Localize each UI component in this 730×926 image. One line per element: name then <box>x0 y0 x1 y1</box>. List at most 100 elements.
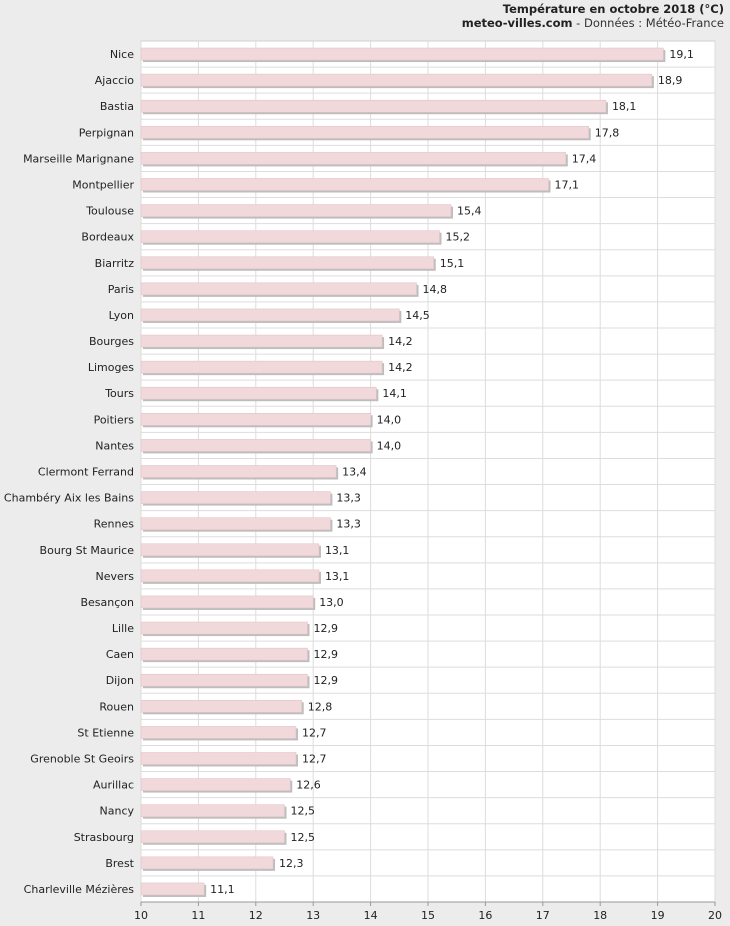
bar <box>140 360 383 374</box>
x-tick-label: 15 <box>421 909 435 922</box>
category-label: Toulouse <box>85 205 134 218</box>
category-label: Aurillac <box>93 779 134 792</box>
bar <box>140 413 371 426</box>
source-site-link[interactable]: meteo-villes.com <box>461 16 573 30</box>
bar <box>140 595 314 609</box>
bar <box>140 439 371 452</box>
bar-value-label: 14,1 <box>382 387 407 400</box>
bar-value-label: 13,4 <box>342 466 367 479</box>
bar <box>140 152 567 165</box>
bar <box>140 47 664 61</box>
bar-value-label: 15,4 <box>457 205 482 218</box>
bar-value-label: 14,5 <box>405 309 430 322</box>
bar-value-label: 12,9 <box>313 648 338 661</box>
bar-value-label: 18,1 <box>612 100 637 113</box>
category-label: Besançon <box>80 596 134 609</box>
category-label: Paris <box>108 283 134 296</box>
bar-value-label: 12,8 <box>308 700 333 713</box>
data-source-text: - Données : Météo-France <box>572 16 724 30</box>
category-label: Nantes <box>95 439 134 452</box>
bar-value-label: 12,5 <box>291 805 316 818</box>
bar-value-label: 14,2 <box>388 335 413 348</box>
category-label: Limoges <box>88 361 134 374</box>
bar-value-label: 14,0 <box>377 439 402 452</box>
bar <box>140 178 549 191</box>
category-label: Charleville Mézières <box>24 883 135 896</box>
x-tick-label: 17 <box>536 909 550 922</box>
chart-header: Température en octobre 2018 (°C) meteo-v… <box>462 2 724 30</box>
bar <box>140 752 297 765</box>
x-tick-label: 18 <box>593 909 607 922</box>
x-tick-label: 14 <box>364 909 378 922</box>
category-label: Chambéry Aix les Bains <box>4 492 134 505</box>
chart-title: Température en octobre 2018 (°C) <box>502 2 724 16</box>
x-tick-label: 12 <box>249 909 263 922</box>
category-label: Brest <box>105 857 134 870</box>
bar-value-label: 12,9 <box>313 622 338 635</box>
bar-value-label: 11,1 <box>210 883 235 896</box>
bar <box>140 126 590 139</box>
bar <box>140 882 205 896</box>
category-label: Ajaccio <box>95 74 134 87</box>
bar <box>140 256 435 270</box>
category-label: Poitiers <box>94 413 135 426</box>
category-label: Biarritz <box>95 257 135 270</box>
x-tick-label: 13 <box>306 909 320 922</box>
bar-value-label: 12,9 <box>313 674 338 687</box>
bar <box>140 726 297 739</box>
category-label: Caen <box>106 648 134 661</box>
category-label: Grenoble St Geoirs <box>30 753 134 766</box>
category-label: Perpignan <box>79 126 134 139</box>
bar-value-label: 15,1 <box>440 257 465 270</box>
bar-value-label: 15,2 <box>445 231 470 244</box>
category-label: Clermont Ferrand <box>38 466 134 479</box>
bar <box>140 804 285 817</box>
bar-value-label: 13,3 <box>336 518 361 531</box>
bar-value-label: 12,3 <box>279 857 304 870</box>
category-label: Montpellier <box>72 179 134 192</box>
bar <box>140 99 607 113</box>
category-label: Bourges <box>89 335 134 348</box>
category-label: Rouen <box>99 700 134 713</box>
bar <box>140 73 653 87</box>
category-label: Nice <box>110 48 134 61</box>
bar <box>140 308 400 322</box>
bar-value-label: 13,1 <box>325 544 350 557</box>
bar-value-label: 14,2 <box>388 361 413 374</box>
category-label: Dijon <box>106 674 134 687</box>
bar <box>140 569 320 583</box>
bar <box>140 230 440 243</box>
x-tick-label: 20 <box>708 909 722 922</box>
bar-value-label: 17,8 <box>595 126 620 139</box>
x-tick-label: 11 <box>191 909 205 922</box>
category-label: St Etienne <box>77 726 134 739</box>
bar-value-label: 12,6 <box>296 779 321 792</box>
bar-value-label: 13,3 <box>336 492 361 505</box>
category-label: Lyon <box>109 309 134 322</box>
category-label: Bastia <box>100 100 134 113</box>
bar <box>140 204 452 217</box>
bar-value-label: 17,1 <box>555 179 580 192</box>
bar <box>140 700 303 713</box>
bar <box>140 543 320 557</box>
category-label: Nevers <box>95 570 134 583</box>
bar <box>140 282 417 296</box>
bar-value-label: 12,7 <box>302 753 327 766</box>
category-label: Lille <box>112 622 134 635</box>
category-label: Bourg St Maurice <box>40 544 135 557</box>
bar <box>140 386 377 400</box>
bar <box>140 673 308 687</box>
x-tick-label: 16 <box>478 909 492 922</box>
bar <box>140 491 331 504</box>
category-label: Marseille Marignane <box>23 152 134 165</box>
category-label: Rennes <box>94 518 135 531</box>
bar <box>140 465 337 478</box>
bar-value-label: 14,8 <box>423 283 448 296</box>
category-label: Strasbourg <box>74 831 134 844</box>
bar <box>140 778 291 791</box>
bar <box>140 517 331 530</box>
bar <box>140 647 308 661</box>
x-tick-label: 10 <box>134 909 148 922</box>
bar <box>140 856 274 870</box>
